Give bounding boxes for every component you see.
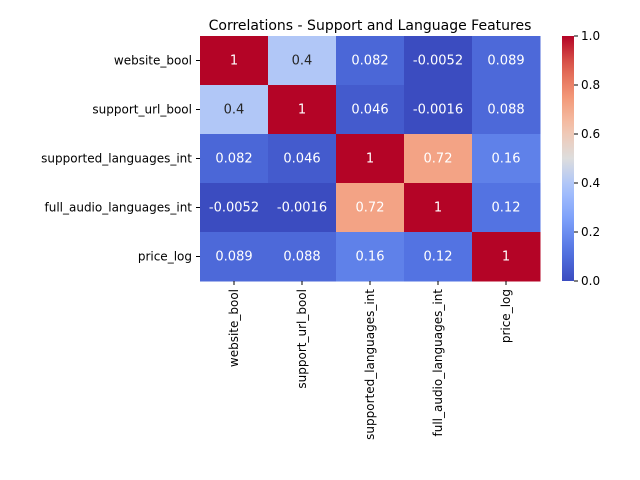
heatmap-cell [200,134,269,184]
cell-annotation: -0.0016 [413,103,463,118]
cell-annotation: 1 [366,152,374,167]
cell-annotation: 0.088 [487,103,524,118]
column-label: supported_languages_int [363,289,377,440]
cell-annotation: 0.12 [492,201,521,216]
cell-annotation: 1 [230,54,238,69]
cell-annotation: 0.4 [292,54,313,69]
cell-annotation: 0.16 [492,152,521,167]
cell-annotation: 0.046 [283,152,320,167]
heatmap-cell [268,36,337,86]
cell-annotation: 1 [434,201,442,216]
heatmap-cell [268,183,337,233]
column-label: website_bool [227,289,241,367]
cell-annotation: 0.088 [283,250,320,265]
heatmap-cell [404,85,473,135]
heatmap-cell [336,85,405,135]
heatmap-cell [404,134,473,184]
colorbar-tick-label: 0.6 [581,127,600,141]
row-label: website_bool [114,54,192,68]
row-labels: website_bool support_url_bool supported_la… [41,54,200,264]
heatmap-cell [336,36,405,86]
cell-annotation: 0.72 [356,201,385,216]
colorbar: 0.0 0.2 0.4 0.6 0.8 1.0 [562,29,600,288]
cell-annotation: 1 [502,250,510,265]
cell-annotation: 1 [298,103,306,118]
row-label: price_log [138,250,192,264]
cell-annotation: 0.089 [487,54,524,69]
cell-annotation: 0.089 [215,250,252,265]
cell-annotations: 1 0.4 0.082 -0.0052 0.089 0.4 1 0.046 -0.0016 0.0… [209,54,525,265]
heatmap-cells [200,36,541,282]
heatmap-cell [472,183,541,233]
heatmap-cell [200,232,269,282]
cell-annotation: 0.082 [351,54,388,69]
colorbar-gradient [562,36,574,281]
heatmap-cell [472,232,541,282]
column-labels: website_bool support_url_bool supported_la… [227,281,513,440]
column-label: price_log [499,289,513,343]
heatmap-cell [200,85,269,135]
cell-annotation: 0.046 [351,103,388,118]
chart-title: Correlations - Support and Language Feat… [209,18,532,34]
colorbar-tick-label: 0.0 [581,274,600,288]
cell-annotation: -0.0016 [277,201,327,216]
row-label: support_url_bool [92,103,192,117]
column-label: full_audio_languages_int [431,289,445,437]
heatmap-cell [268,134,337,184]
colorbar-tick-label: 0.8 [581,78,600,92]
heatmap-cell [404,36,473,86]
heatmap-cell [472,134,541,184]
row-label: supported_languages_int [41,152,192,166]
colorbar-tick-label: 0.2 [581,225,600,239]
row-label: full_audio_languages_int [44,201,192,215]
heatmap-cell [336,183,405,233]
colorbar-tick-label: 0.4 [581,176,600,190]
heatmap-cell [268,85,337,135]
heatmap-cell [336,134,405,184]
cell-annotation: 0.082 [215,152,252,167]
heatmap-cell [404,183,473,233]
heatmap-cell [200,36,269,86]
column-label: support_url_bool [295,289,309,389]
heatmap-cell [268,232,337,282]
heatmap-cell [404,232,473,282]
cell-annotation: 0.4 [224,103,245,118]
heatmap-cell [472,85,541,135]
cell-annotation: -0.0052 [209,201,259,216]
heatmap-cell [336,232,405,282]
heatmap-cell [472,36,541,86]
colorbar-tick-label: 1.0 [581,29,600,43]
cell-annotation: -0.0052 [413,54,463,69]
cell-annotation: 0.12 [424,250,453,265]
heatmap-cell [200,183,269,233]
cell-annotation: 0.72 [424,152,453,167]
cell-annotation: 0.16 [356,250,385,265]
